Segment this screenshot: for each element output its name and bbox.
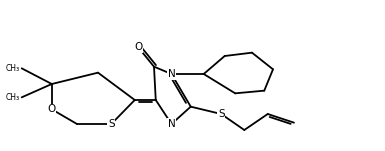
Text: N: N <box>167 119 176 129</box>
Text: O: O <box>134 42 142 52</box>
Text: N: N <box>167 69 176 79</box>
Text: S: S <box>218 109 224 119</box>
Text: CH₃: CH₃ <box>5 64 20 73</box>
Text: S: S <box>108 119 115 129</box>
Text: O: O <box>48 104 56 114</box>
Text: CH₃: CH₃ <box>5 93 20 102</box>
